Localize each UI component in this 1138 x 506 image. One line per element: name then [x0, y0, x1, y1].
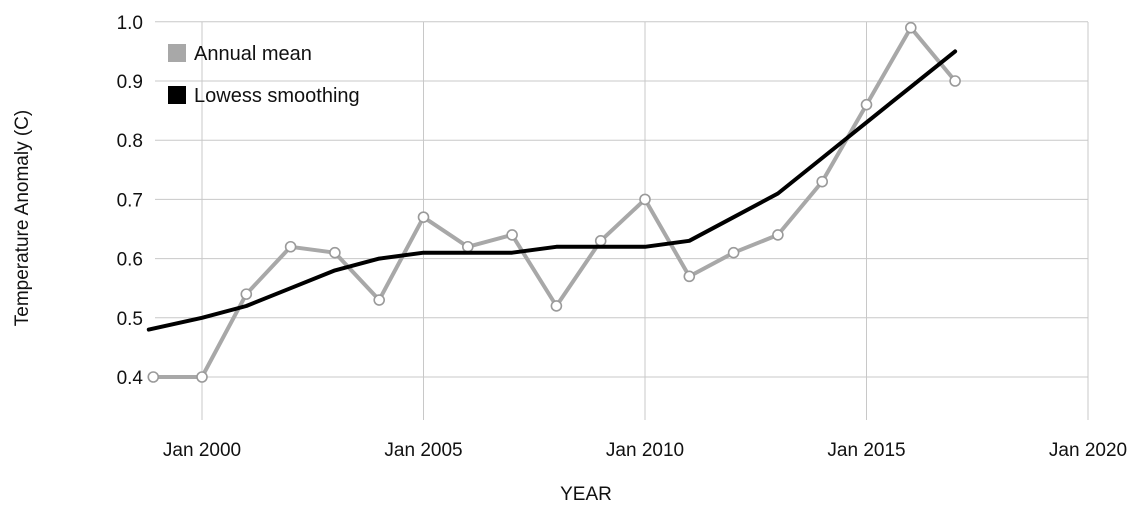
legend-swatch-annual-mean: [168, 44, 186, 62]
data-point-annual-mean: [904, 21, 917, 34]
y-tick-label: 0.5: [117, 309, 143, 330]
x-tick-label: Jan 2010: [606, 440, 684, 461]
data-point-annual-mean: [772, 229, 784, 241]
legend-swatch-lowess-smoothing: [168, 86, 186, 104]
data-point-annual-mean: [727, 246, 740, 259]
series-line-lowess-smoothing: [146, 49, 958, 332]
data-point-annual-mean: [147, 371, 160, 383]
y-tick-label: 0.6: [117, 250, 143, 271]
y-tick-label: 0.8: [117, 131, 143, 152]
y-tick-label: 0.9: [117, 72, 143, 93]
data-point-annual-mean: [461, 240, 474, 253]
data-point-annual-mean: [639, 193, 651, 206]
data-point-annual-mean: [196, 371, 208, 383]
data-point-annual-mean: [550, 300, 563, 312]
data-point-annual-mean: [284, 240, 297, 253]
data-point-annual-mean: [860, 98, 873, 111]
x-tick-label: Jan 2015: [827, 440, 905, 461]
y-tick-label: 0.7: [117, 190, 143, 211]
data-point-annual-mean: [240, 288, 253, 300]
x-axis-title: YEAR: [560, 484, 612, 505]
grid: [155, 21, 1089, 420]
y-tick-label: 1.0: [117, 13, 143, 34]
legend: Annual mean Lowess smoothing: [168, 43, 360, 107]
x-tick-label: Jan 2000: [163, 440, 241, 461]
y-axis-title: Temperature Anomaly (C): [12, 110, 33, 326]
x-tick-label: Jan 2005: [384, 440, 462, 461]
legend-label-lowess-smoothing: Lowess smoothing: [194, 85, 360, 107]
series: [146, 21, 961, 383]
legend-label-annual-mean: Annual mean: [194, 43, 312, 65]
data-point-annual-mean: [594, 235, 607, 247]
y-tick-label: 0.4: [117, 368, 144, 389]
data-point-annual-mean: [329, 246, 341, 259]
data-point-annual-mean: [506, 229, 518, 241]
series-line-annual-mean: [151, 25, 958, 379]
data-point-annual-mean: [417, 211, 430, 223]
data-point-annual-mean: [683, 270, 696, 283]
x-tick-label: Jan 2020: [1049, 440, 1127, 461]
data-point-annual-mean: [373, 294, 386, 306]
data-point-annual-mean: [949, 75, 961, 87]
axes: 0.4 0.5 0.6 0.7 0.8 0.9 1.0 Jan 2000 Jan 2005 Jan…: [117, 13, 1128, 461]
data-point-annual-mean: [816, 175, 829, 188]
